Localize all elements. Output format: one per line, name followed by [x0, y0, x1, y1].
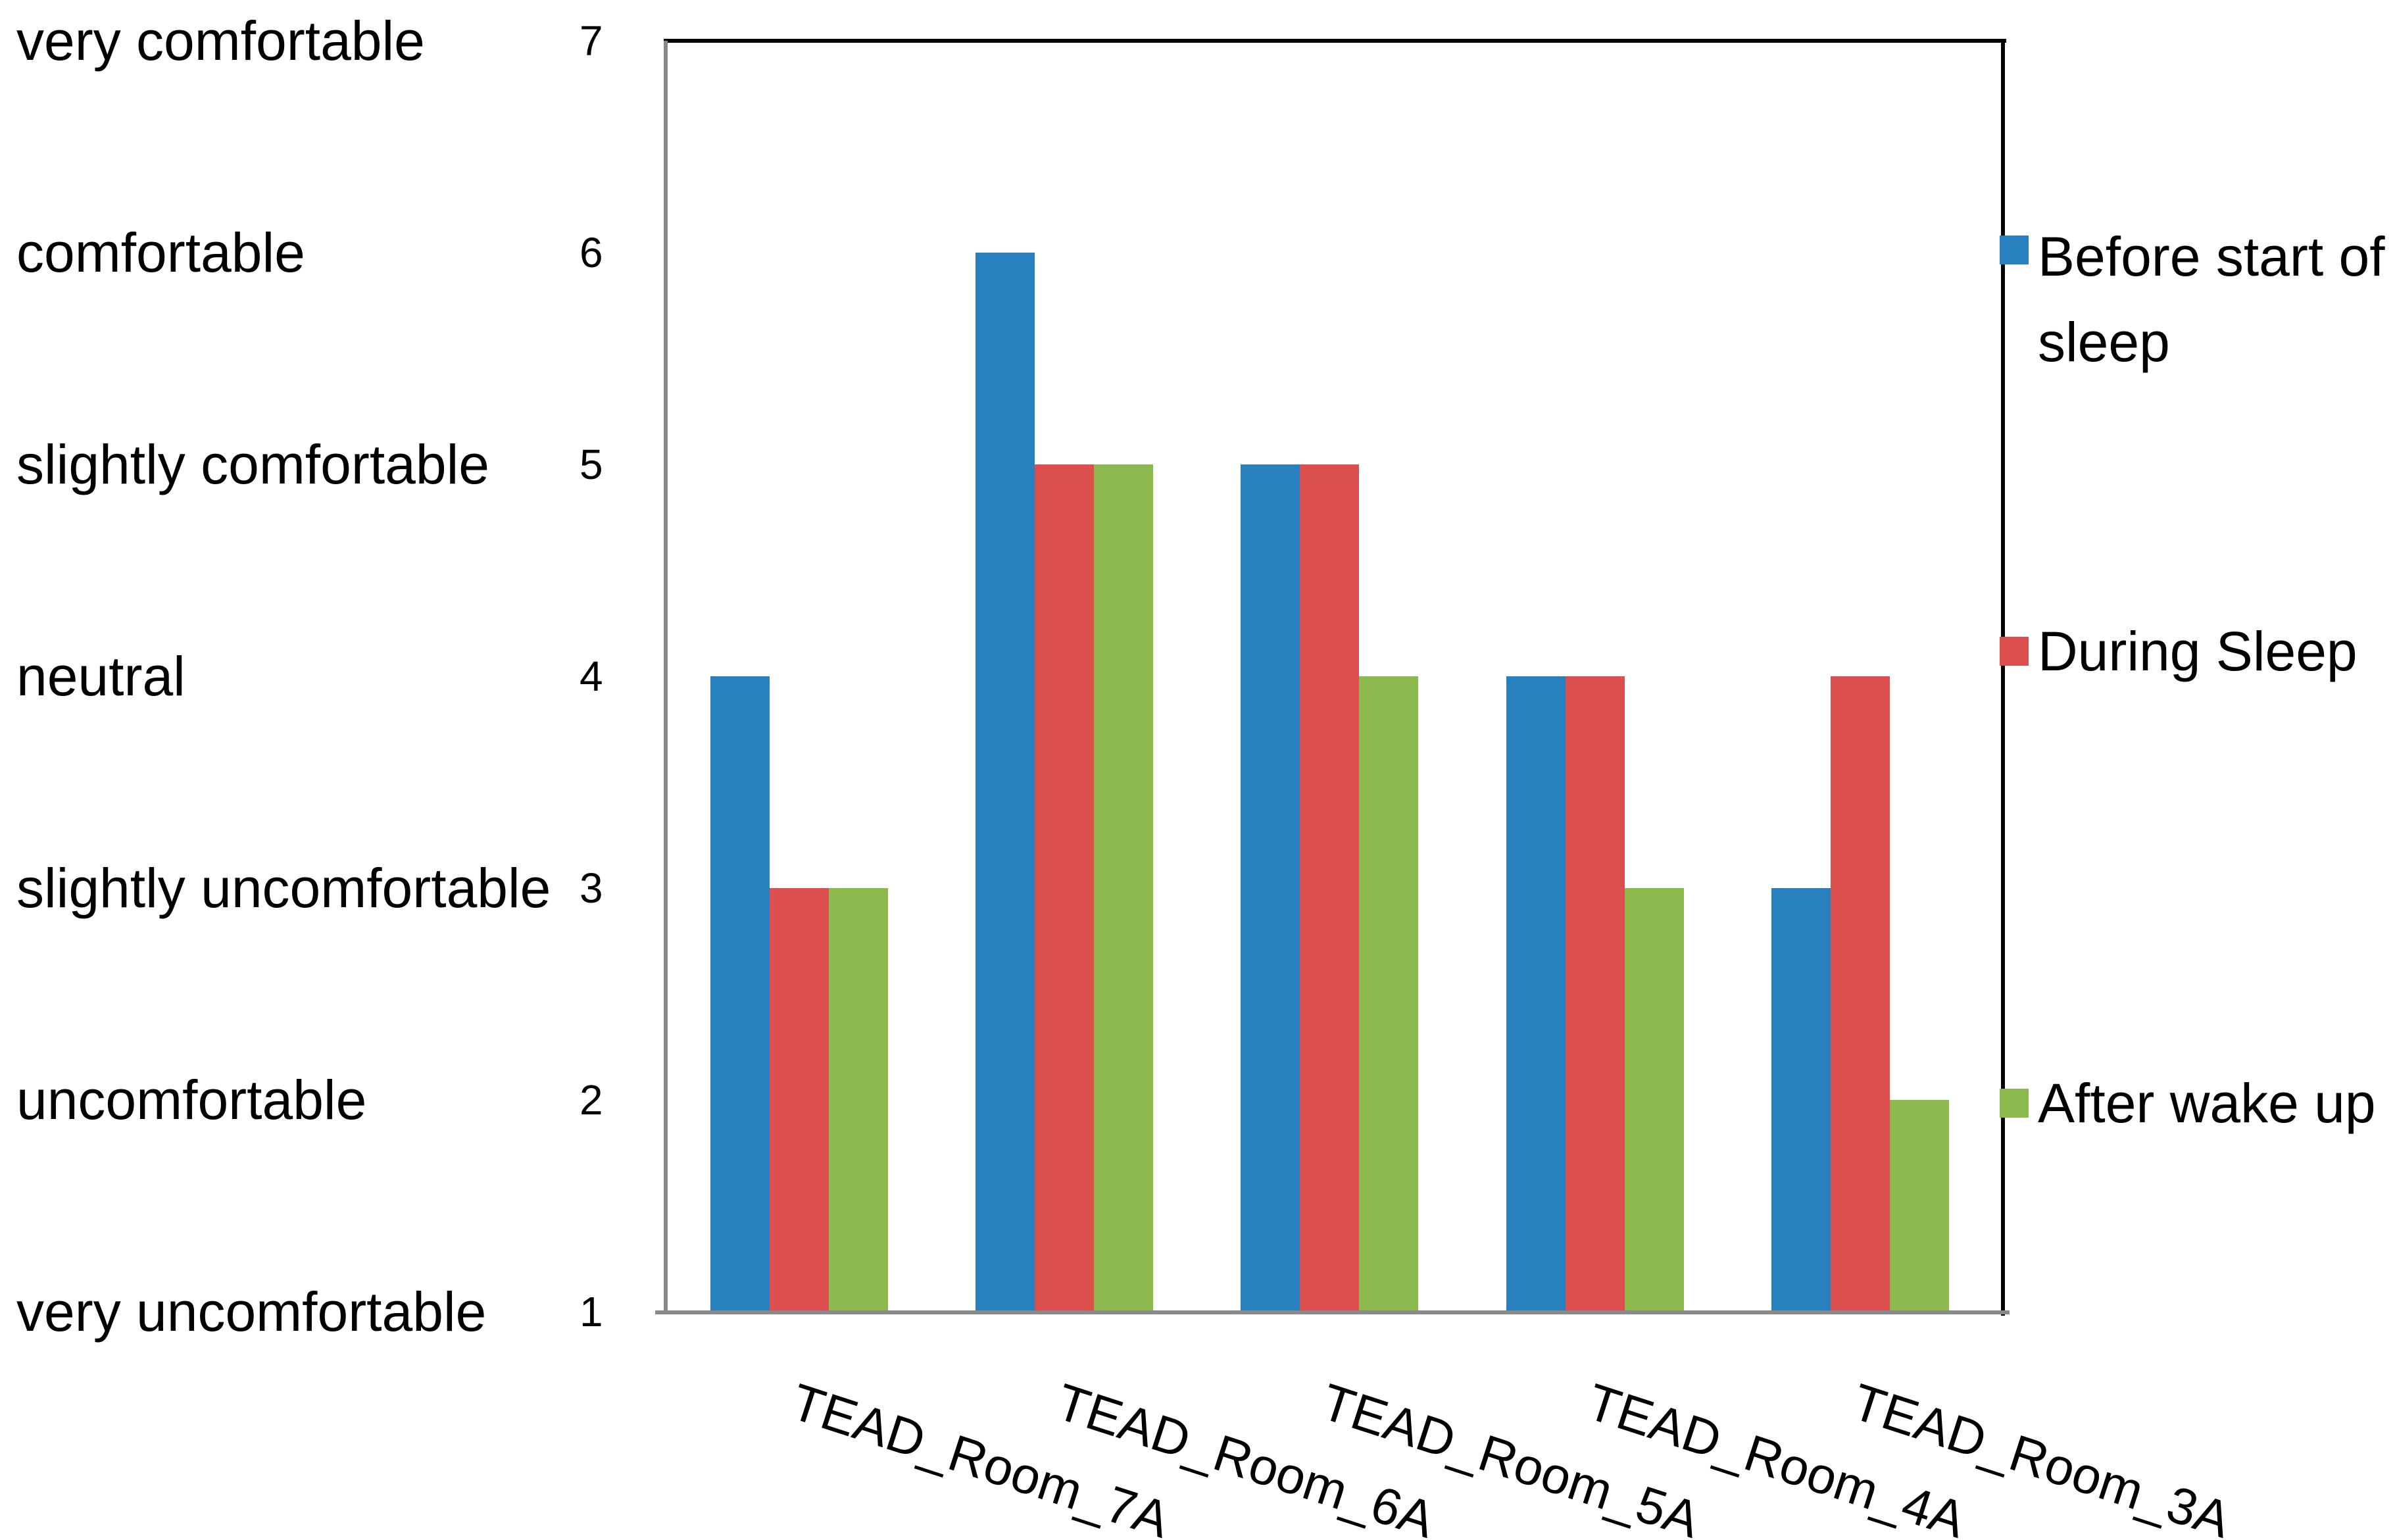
- plot-border-right: [2001, 39, 2005, 1316]
- y-axis-number-label-3: 3: [580, 864, 603, 912]
- bar-during-sleep-tead-room-7a: [770, 888, 829, 1312]
- legend-swatch-before-start-of-sleep: [2000, 236, 2029, 264]
- y-axis-word-label-2: uncomfortable: [16, 1069, 367, 1131]
- x-axis-origin-tick: [655, 1310, 664, 1314]
- bar-after-wake-up-tead-room-5a: [1359, 676, 1419, 1312]
- y-axis-number-label-7: 7: [580, 17, 603, 64]
- legend-label-before-start-of-sleep: Before start of sleep: [2038, 226, 2385, 373]
- bar-during-sleep-tead-room-4a: [1565, 676, 1625, 1312]
- legend-label-after-wake-up: After wake up: [2038, 1072, 2376, 1134]
- bar-before-start-of-sleep-tead-room-6a: [975, 253, 1035, 1312]
- y-axis-number-label-5: 5: [580, 441, 603, 488]
- y-axis-word-label-6: comfortable: [16, 222, 305, 284]
- y-axis-word-label-5: slightly comfortable: [16, 434, 489, 495]
- y-axis-word-label-7: very comfortable: [16, 10, 425, 72]
- y-axis-word-label-4: neutral: [16, 645, 185, 707]
- bar-before-start-of-sleep-tead-room-5a: [1241, 464, 1300, 1312]
- y-axis-word-label-3: slightly uncomfortable: [16, 857, 551, 919]
- legend-swatch-during-sleep: [2000, 637, 2029, 666]
- y-axis-number-label-6: 6: [580, 229, 603, 276]
- bar-before-start-of-sleep-tead-room-7a: [710, 676, 770, 1312]
- y-axis-number-label-1: 1: [580, 1288, 603, 1335]
- bar-after-wake-up-tead-room-6a: [1094, 464, 1154, 1312]
- plot-border-top: [664, 39, 2006, 43]
- x-axis-line: [664, 1310, 2010, 1314]
- y-axis-word-label-1: very uncomfortable: [16, 1281, 487, 1343]
- bar-after-wake-up-tead-room-3a: [1889, 1100, 1949, 1312]
- bar-during-sleep-tead-room-3a: [1830, 676, 1890, 1312]
- y-axis-line: [664, 41, 668, 1314]
- bar-during-sleep-tead-room-6a: [1035, 464, 1095, 1312]
- legend-swatch-after-wake-up: [2000, 1089, 2029, 1118]
- y-axis-number-label-2: 2: [580, 1076, 603, 1124]
- bar-during-sleep-tead-room-5a: [1300, 464, 1360, 1312]
- bar-before-start-of-sleep-tead-room-3a: [1771, 888, 1831, 1312]
- bar-before-start-of-sleep-tead-room-4a: [1506, 676, 1566, 1312]
- bar-after-wake-up-tead-room-4a: [1624, 888, 1684, 1312]
- legend-label-during-sleep: During Sleep: [2038, 620, 2358, 682]
- y-axis-number-label-4: 4: [580, 653, 603, 700]
- bar-after-wake-up-tead-room-7a: [829, 888, 888, 1312]
